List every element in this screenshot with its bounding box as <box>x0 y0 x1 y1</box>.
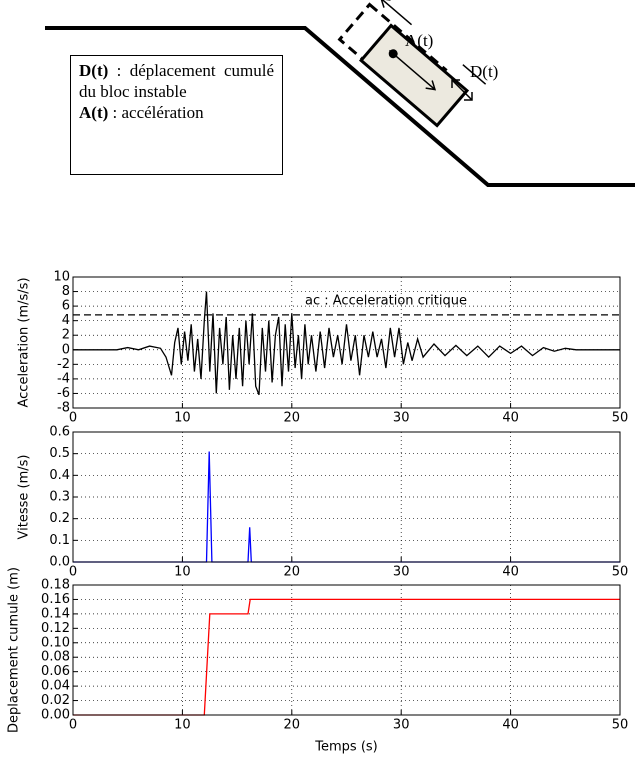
y-tick-label: -6 <box>57 386 70 401</box>
y-tick-label: 0.02 <box>41 693 70 708</box>
x-tick-label: 50 <box>612 718 629 733</box>
data-line <box>73 451 620 563</box>
arrowhead <box>425 80 437 91</box>
annotation: ac : Acceleration critique <box>305 293 467 308</box>
label-d: D(t) <box>470 62 498 81</box>
y-tick-label: 0.3 <box>49 490 70 505</box>
plot-frame <box>72 431 621 563</box>
y-axis-label: Acceleration (m/s/s) <box>17 277 32 407</box>
a-arrow <box>380 0 413 26</box>
d-arrow <box>451 79 473 101</box>
label-a: A(t) <box>405 31 433 50</box>
slope <box>45 26 635 187</box>
x-tick-label: 50 <box>612 411 629 426</box>
definition: : accélération <box>112 103 204 122</box>
dot <box>388 49 398 59</box>
y-tick-label: 10 <box>53 270 70 285</box>
x-tick-label: 40 <box>502 565 519 580</box>
x-tick-label: 10 <box>174 411 191 426</box>
x-tick-label: 0 <box>69 565 77 580</box>
y-tick-label: 0.08 <box>41 650 70 665</box>
x-tick-label: 50 <box>612 565 629 580</box>
y-tick-label: 4 <box>62 313 70 328</box>
arrow <box>388 49 436 91</box>
x-tick-label: 10 <box>174 718 191 733</box>
term: A(t) <box>79 103 109 122</box>
y-tick-label: 0.06 <box>41 664 70 679</box>
plot-frame <box>72 276 621 409</box>
y-tick-label: 0.18 <box>41 578 70 593</box>
arrowhead <box>451 79 460 88</box>
plot-frame <box>72 584 621 716</box>
d-arrow <box>462 64 487 85</box>
x-tick-label: 0 <box>69 411 77 426</box>
x-tick-label: 20 <box>284 411 301 426</box>
term: D(t) <box>79 61 109 80</box>
x-tick-label: 30 <box>393 565 410 580</box>
y-tick-label: 0.12 <box>41 621 70 636</box>
y-tick-label: -8 <box>57 401 70 416</box>
y-tick-label: 0.6 <box>49 425 70 440</box>
y-tick-label: 0.00 <box>41 708 70 723</box>
y-tick-label: 2 <box>62 328 70 343</box>
y-tick-label: -2 <box>57 357 70 372</box>
slope-diagram <box>45 0 635 187</box>
definition: : déplacement cumulé du bloc instable <box>79 61 274 101</box>
x-tick-label: 30 <box>393 718 410 733</box>
data-line <box>73 291 620 396</box>
y-tick-label: 8 <box>62 284 70 299</box>
x-tick-label: 20 <box>284 718 301 733</box>
legend-box: D(t) : déplacement cumulé du bloc instab… <box>70 55 283 175</box>
x-tick-label: 40 <box>502 411 519 426</box>
x-tick-label: 30 <box>393 411 410 426</box>
x-tick-label: 20 <box>284 565 301 580</box>
y-tick-label: 0.14 <box>41 606 70 621</box>
y-axis-label: Deplacement cumule (m) <box>7 567 22 733</box>
y-tick-label: 0.2 <box>49 511 70 526</box>
y-tick-label: 0.04 <box>41 679 70 694</box>
y-tick-label: 0.1 <box>49 533 70 548</box>
y-axis-label: Vitesse (m/s) <box>17 455 32 540</box>
x-tick-label: 0 <box>69 718 77 733</box>
y-tick-label: 0.10 <box>41 635 70 650</box>
x-tick-label: 40 <box>502 718 519 733</box>
x-axis-label: Temps (s) <box>314 740 377 755</box>
y-tick-label: 0.5 <box>49 446 70 461</box>
arrowhead <box>380 0 391 8</box>
y-tick-label: 0.16 <box>41 592 70 607</box>
y-tick-label: 0.4 <box>49 468 70 483</box>
y-tick-label: 0 <box>62 342 70 357</box>
arrowhead <box>464 92 473 101</box>
y-tick-label: 6 <box>62 299 70 314</box>
x-tick-label: 10 <box>174 565 191 580</box>
block <box>359 23 470 128</box>
y-tick-label: -4 <box>57 371 70 386</box>
y-tick-label: 0.0 <box>49 555 70 570</box>
